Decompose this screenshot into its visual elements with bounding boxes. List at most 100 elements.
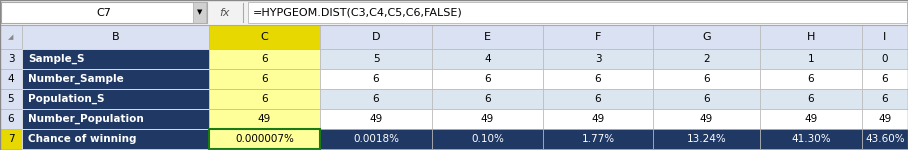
Bar (22, 25, 209, 49)
Bar (760, 25, 862, 49)
Bar (760, 89, 862, 109)
Text: 6: 6 (262, 54, 268, 64)
Text: 5: 5 (372, 54, 380, 64)
Text: C7: C7 (96, 8, 112, 18)
Text: C: C (261, 32, 269, 42)
Text: F: F (595, 32, 601, 42)
Text: 6: 6 (262, 94, 268, 104)
Text: 43.60%: 43.60% (865, 134, 904, 144)
Text: 49: 49 (258, 114, 271, 124)
Text: 7: 7 (7, 134, 15, 144)
Bar (193, 2, 206, 23)
Bar (22, 69, 209, 89)
Bar (320, 89, 432, 109)
Bar (209, 89, 320, 109)
Text: H: H (807, 32, 815, 42)
Text: 2: 2 (703, 54, 710, 64)
Bar (1, 2, 207, 23)
Bar (0, 129, 22, 149)
Bar (543, 69, 653, 89)
Text: Number_Population: Number_Population (28, 114, 143, 124)
Bar (22, 109, 209, 129)
Text: 0.000007%: 0.000007% (235, 134, 294, 144)
Bar (320, 49, 432, 69)
Bar (543, 129, 653, 149)
Bar (543, 89, 653, 109)
Bar (209, 129, 320, 149)
Bar (862, 49, 908, 69)
Bar (760, 49, 862, 69)
Text: Population_S: Population_S (28, 94, 104, 104)
Bar (862, 69, 908, 89)
Text: 6: 6 (882, 74, 888, 84)
Bar (862, 109, 908, 129)
Bar (760, 69, 862, 89)
Text: 6: 6 (372, 74, 380, 84)
Text: B: B (112, 32, 119, 42)
Bar (209, 49, 320, 69)
Text: 49: 49 (591, 114, 605, 124)
Bar (432, 109, 543, 129)
Bar (653, 25, 760, 49)
Bar (209, 69, 320, 89)
Bar (209, 129, 320, 149)
Text: 6: 6 (808, 94, 814, 104)
Text: Chance of winning: Chance of winning (28, 134, 136, 144)
Bar (248, 2, 907, 23)
Bar (653, 129, 760, 149)
Text: 6: 6 (703, 74, 710, 84)
Text: 6: 6 (595, 74, 601, 84)
Text: 49: 49 (481, 114, 494, 124)
Bar (0, 49, 22, 69)
Text: ◢: ◢ (8, 34, 14, 40)
Text: 49: 49 (370, 114, 382, 124)
Text: 0.0018%: 0.0018% (353, 134, 399, 144)
Text: 6: 6 (882, 94, 888, 104)
Text: 3: 3 (7, 54, 15, 64)
Text: 41.30%: 41.30% (791, 134, 831, 144)
Bar (543, 109, 653, 129)
Text: Number_Sample: Number_Sample (28, 74, 123, 84)
Bar (432, 129, 543, 149)
Text: ▼: ▼ (197, 9, 202, 15)
Text: Sample_S: Sample_S (28, 54, 84, 64)
Text: 5: 5 (7, 94, 15, 104)
Bar (653, 69, 760, 89)
Text: 49: 49 (700, 114, 713, 124)
Bar (22, 49, 209, 69)
Text: 6: 6 (595, 94, 601, 104)
Text: 0.10%: 0.10% (471, 134, 504, 144)
Bar (320, 129, 432, 149)
Bar (760, 129, 862, 149)
Bar (432, 69, 543, 89)
Bar (432, 49, 543, 69)
Text: G: G (702, 32, 711, 42)
Bar (653, 49, 760, 69)
Bar (862, 129, 908, 149)
Text: 6: 6 (484, 94, 491, 104)
Bar (653, 109, 760, 129)
Text: I: I (883, 32, 886, 42)
Bar (862, 25, 908, 49)
Bar (22, 89, 209, 109)
Bar (320, 25, 432, 49)
Bar (432, 25, 543, 49)
Text: 0: 0 (882, 54, 888, 64)
Text: 49: 49 (878, 114, 892, 124)
Text: 6: 6 (703, 94, 710, 104)
Bar (0, 89, 22, 109)
Bar (760, 109, 862, 129)
Bar (22, 129, 209, 149)
Bar (0, 69, 22, 89)
Text: 3: 3 (595, 54, 601, 64)
Text: 6: 6 (484, 74, 491, 84)
Text: 49: 49 (804, 114, 817, 124)
Text: 6: 6 (262, 74, 268, 84)
Bar (0, 0, 908, 25)
Bar (0, 25, 22, 49)
Bar (432, 89, 543, 109)
Text: 13.24%: 13.24% (686, 134, 726, 144)
Text: 4: 4 (7, 74, 15, 84)
Text: E: E (484, 32, 491, 42)
Bar (0, 109, 22, 129)
